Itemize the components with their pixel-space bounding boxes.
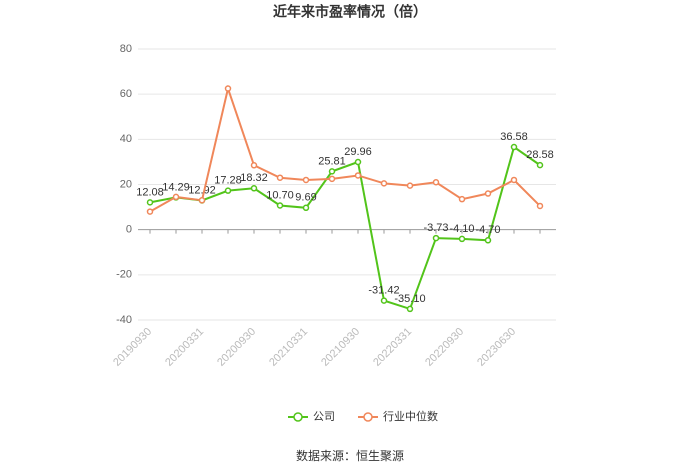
series-line xyxy=(149,84,541,213)
data-point xyxy=(406,305,414,313)
data-label: -4.10 xyxy=(449,223,474,235)
y-tick-label: 20 xyxy=(120,178,132,190)
data-label: 18.32 xyxy=(240,172,268,184)
x-tick-label: 20190930 xyxy=(111,326,154,369)
data-point xyxy=(224,85,232,92)
x-tick-label: 20200331 xyxy=(163,326,206,369)
legend-label: 公司 xyxy=(313,411,335,423)
chart-title: 近年来市盈率情况（倍） xyxy=(273,4,427,20)
data-point xyxy=(146,199,154,206)
data-point xyxy=(146,208,154,215)
legend-label: 行业中位数 xyxy=(383,409,438,423)
y-tick-label: -20 xyxy=(116,269,132,281)
data-point xyxy=(302,204,310,212)
x-tick-label: 20200930 xyxy=(215,326,258,369)
y-tick-label: 40 xyxy=(120,133,132,145)
data-point xyxy=(380,180,388,187)
data-point xyxy=(484,190,492,197)
x-tick-label: 20230630 xyxy=(475,326,518,369)
data-label: 12.92 xyxy=(188,184,216,196)
x-tick-label: 20210331 xyxy=(267,326,310,369)
data-point xyxy=(250,185,258,192)
data-label: -31.42 xyxy=(368,285,399,297)
series-line xyxy=(149,145,541,311)
data-point xyxy=(406,182,414,189)
data-point xyxy=(458,235,466,243)
data-label: 9.69 xyxy=(295,192,316,204)
legend-marker xyxy=(363,412,373,422)
data-point xyxy=(172,193,180,201)
data-point xyxy=(224,187,232,194)
data-point xyxy=(380,297,388,304)
data-point xyxy=(250,162,258,169)
data-point xyxy=(328,175,336,183)
data-point xyxy=(354,172,362,179)
data-label: -35.10 xyxy=(394,293,425,305)
data-label: 28.58 xyxy=(526,149,554,161)
y-tick-label: 60 xyxy=(120,88,132,100)
y-tick-label: 0 xyxy=(126,224,132,236)
legend-marker xyxy=(293,412,303,422)
data-label: 25.81 xyxy=(318,155,346,167)
data-label: -3.73 xyxy=(423,222,448,234)
data-label: 14.29 xyxy=(162,181,190,193)
data-point xyxy=(432,234,440,242)
data-point xyxy=(198,197,206,204)
data-point xyxy=(432,178,440,186)
data-point xyxy=(354,158,362,166)
data-label: 17.28 xyxy=(214,175,242,187)
data-point xyxy=(536,161,544,169)
data-point xyxy=(302,176,310,184)
data-point xyxy=(484,237,492,244)
data-label: 10.70 xyxy=(266,189,294,201)
data-point xyxy=(536,202,544,210)
x-tick-label: 20210930 xyxy=(319,326,362,369)
data-point xyxy=(328,168,336,175)
data-label: 29.96 xyxy=(344,146,372,158)
data-point xyxy=(458,195,466,203)
data-point xyxy=(510,176,518,184)
data-label: -4.70 xyxy=(475,224,500,236)
y-tick-label: 80 xyxy=(120,43,132,55)
data-point xyxy=(276,174,284,181)
x-tick-label: 20220331 xyxy=(371,326,414,369)
data-point xyxy=(510,143,518,151)
data-label: 12.08 xyxy=(136,186,164,198)
source: 数据来源：恒生聚源 xyxy=(296,448,404,463)
data-point xyxy=(276,202,284,209)
data-label: 36.58 xyxy=(500,131,528,143)
x-tick-label: 20220930 xyxy=(423,326,466,369)
y-tick-label: -40 xyxy=(116,314,132,326)
